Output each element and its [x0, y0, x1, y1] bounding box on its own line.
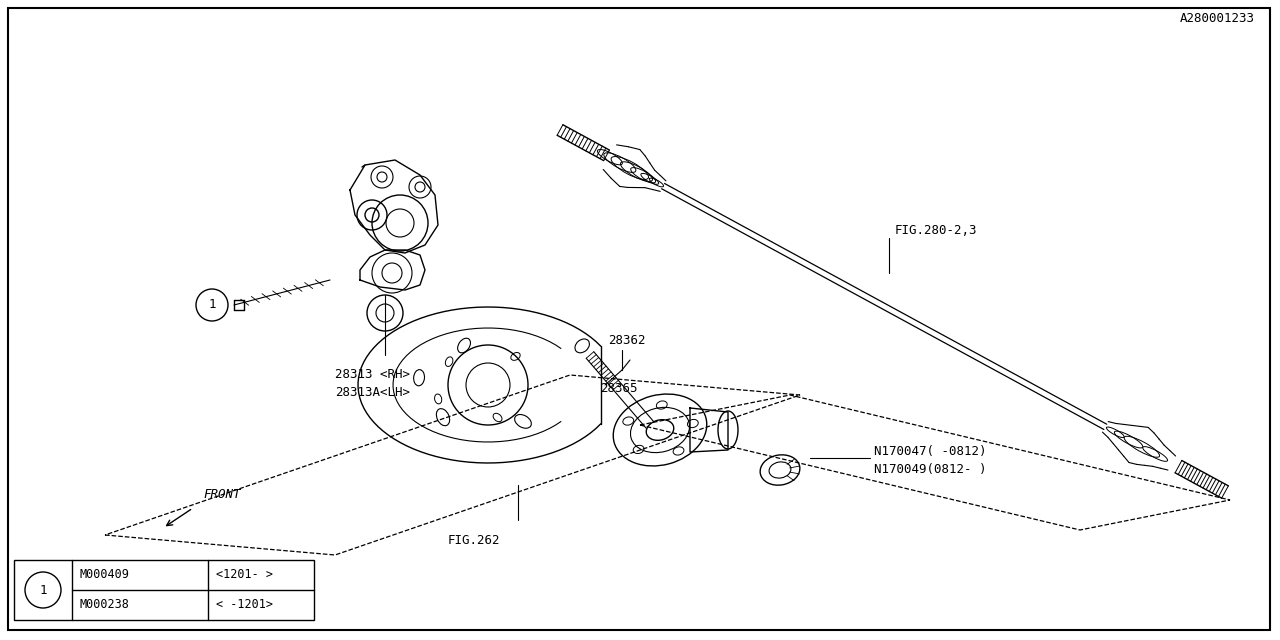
Text: A280001233: A280001233	[1180, 12, 1254, 24]
Text: N170049(0812- ): N170049(0812- )	[874, 463, 987, 477]
Text: M000238: M000238	[79, 598, 129, 611]
Text: M000409: M000409	[79, 568, 129, 582]
Circle shape	[196, 289, 228, 321]
Text: 1: 1	[209, 298, 216, 312]
Text: 28313 <RH>: 28313 <RH>	[335, 369, 410, 381]
Text: FIG.262: FIG.262	[448, 534, 500, 547]
Bar	[14, 560, 314, 620]
Text: N170047( -0812): N170047( -0812)	[874, 445, 987, 458]
Text: FIG.280-2,3: FIG.280-2,3	[895, 225, 977, 237]
Text: 28313A<LH>: 28313A<LH>	[335, 387, 410, 399]
Text: <1201- >: <1201- >	[216, 568, 273, 582]
Text: 28362: 28362	[608, 333, 645, 346]
Text: 1: 1	[40, 584, 47, 596]
Text: < -1201>: < -1201>	[216, 598, 273, 611]
Text: 28365: 28365	[600, 381, 637, 394]
Text: FRONT: FRONT	[204, 488, 241, 502]
